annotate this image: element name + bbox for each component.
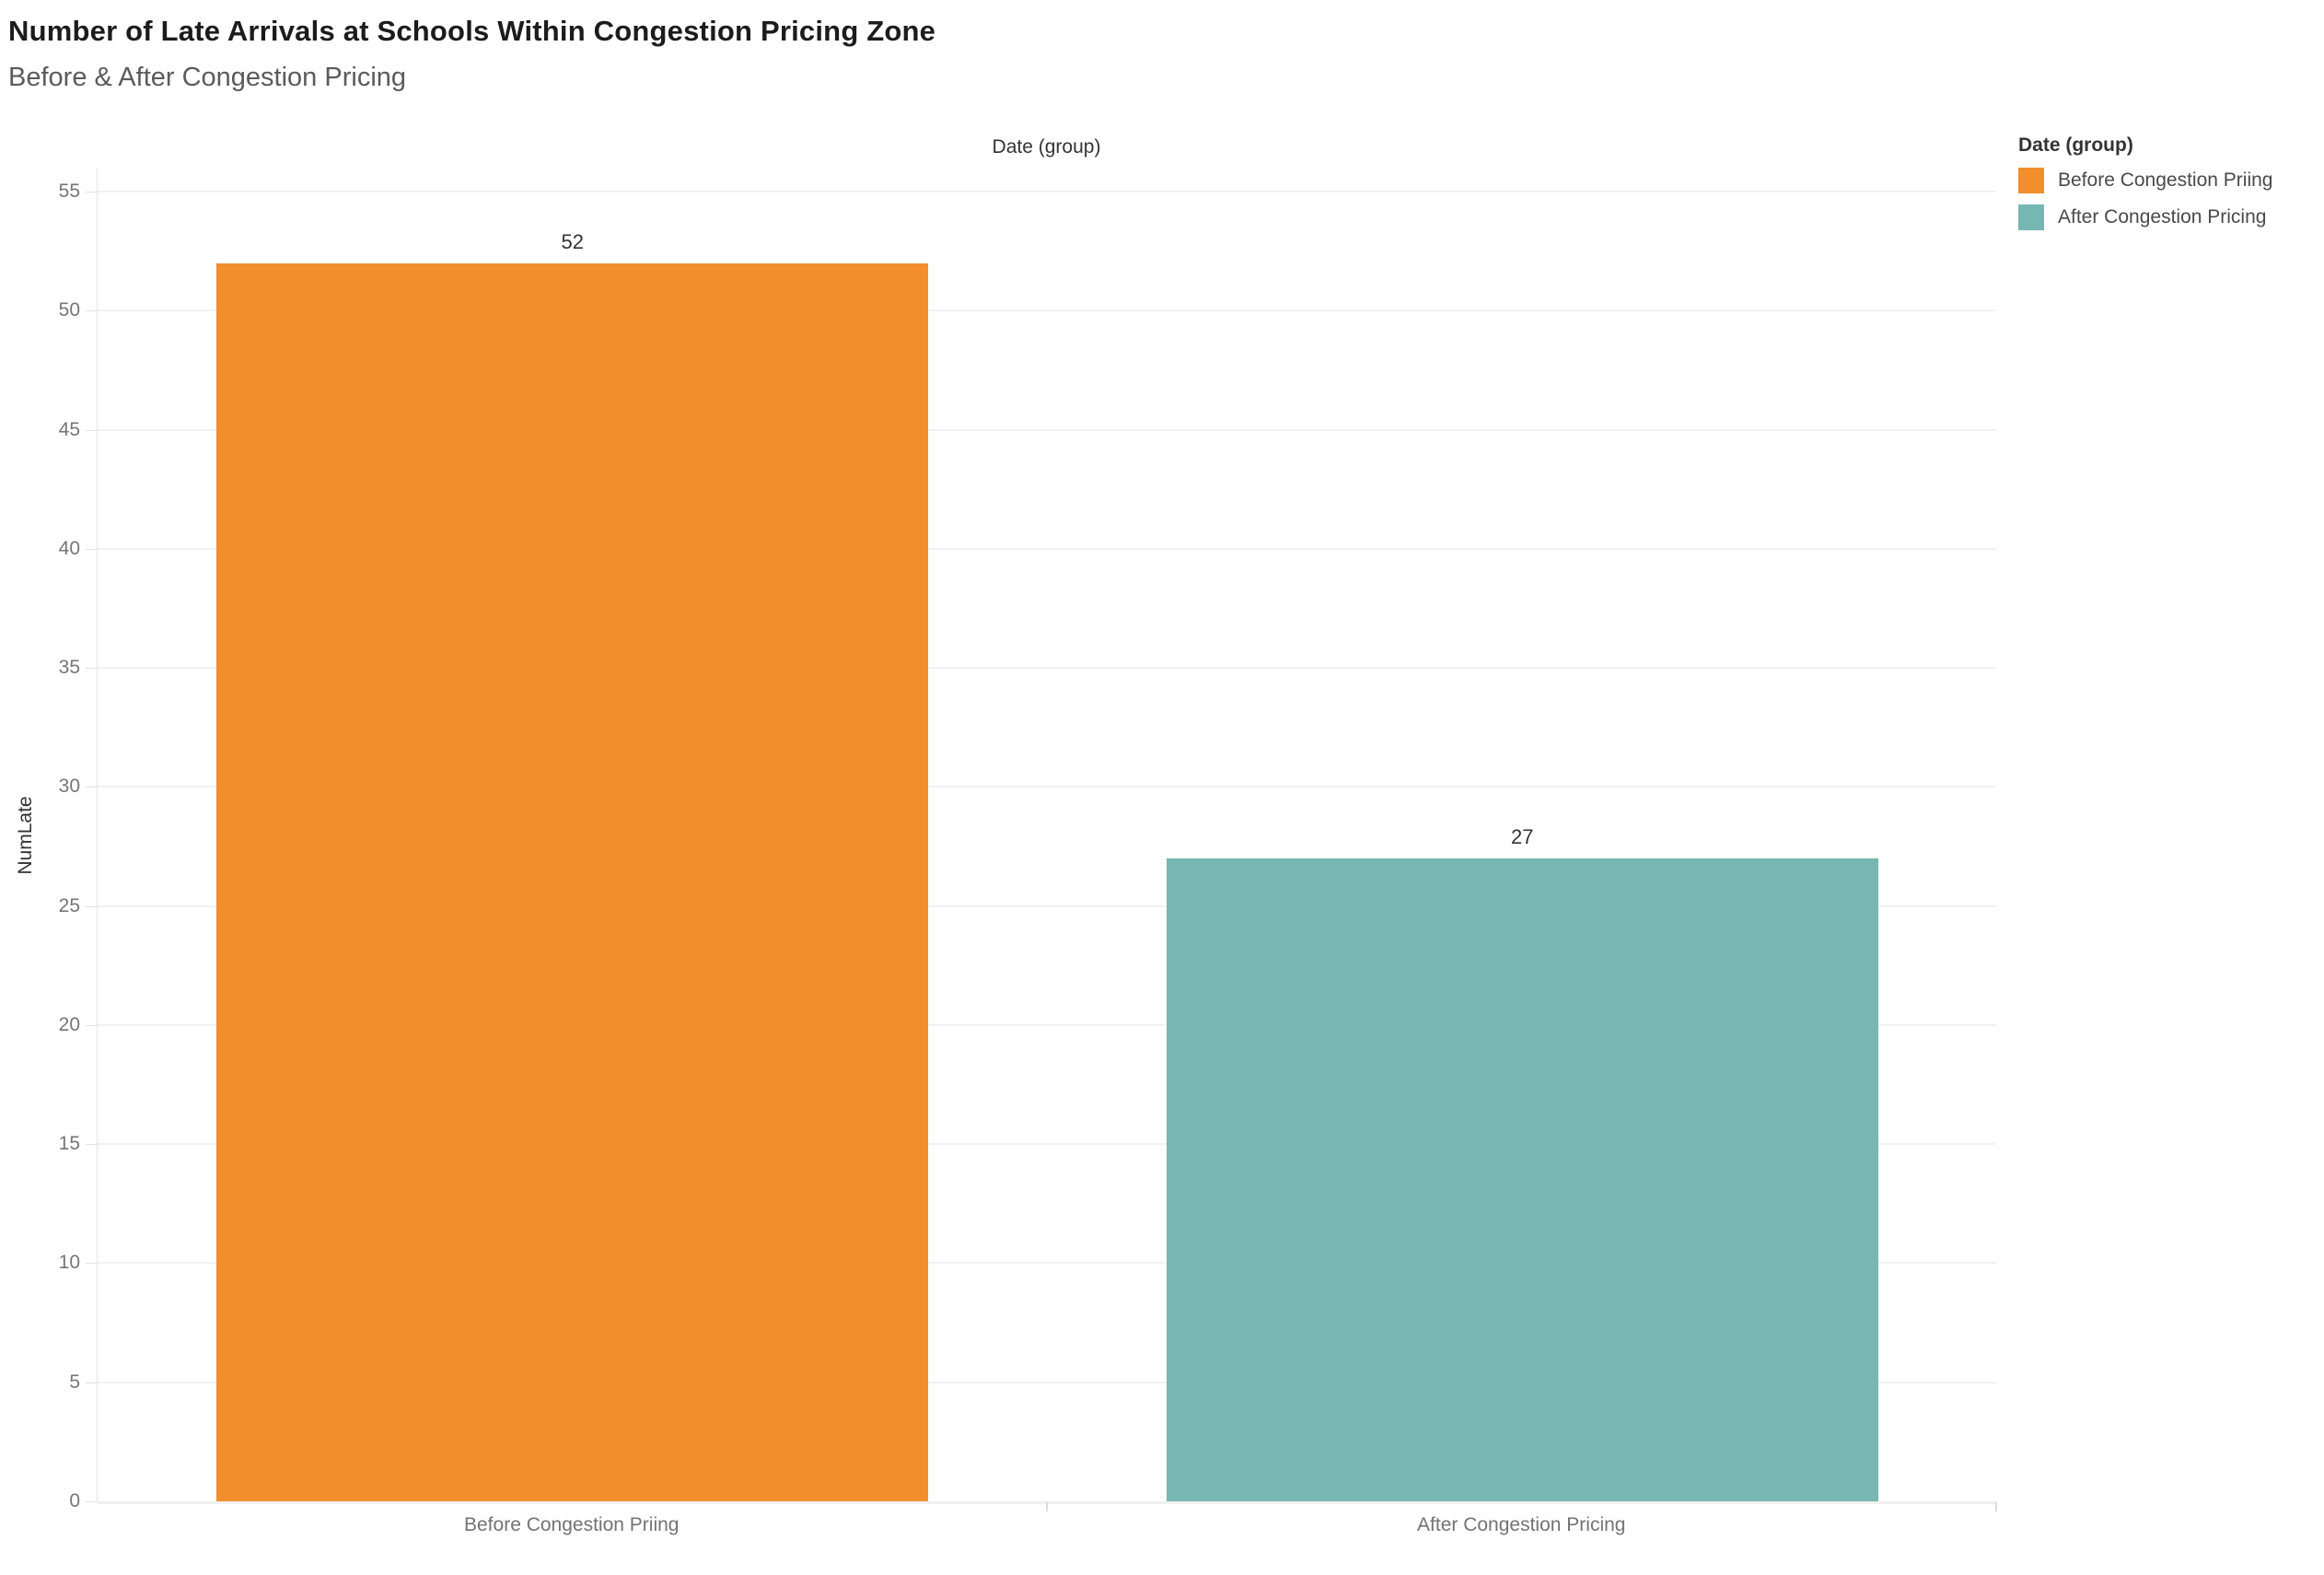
legend-label: Before Congestion Priing xyxy=(2058,169,2273,191)
legend: Date (group) Before Congestion Priing Aft… xyxy=(2018,134,2324,241)
x-axis-boundary-tick xyxy=(1995,1502,1997,1511)
bar-after-congestion-pricing[interactable] xyxy=(1166,858,1878,1501)
y-tick-label-45: 45 xyxy=(58,418,80,440)
y-tick-mark-20 xyxy=(86,1024,97,1026)
legend-items: Before Congestion Priing After Congestion… xyxy=(2018,168,2324,230)
gridline-y-25 xyxy=(98,904,1996,907)
gridline-y-35 xyxy=(98,667,1996,670)
y-tick-label-25: 25 xyxy=(58,894,80,916)
y-tick-label-40: 40 xyxy=(58,537,80,559)
gridline-y-40 xyxy=(98,547,1996,550)
y-tick-mark-15 xyxy=(86,1144,97,1146)
bar-value-label-52: 52 xyxy=(561,229,584,253)
x-category-label-before: Before Congestion Priing xyxy=(464,1514,680,1535)
y-tick-mark-40 xyxy=(86,548,97,550)
y-tick-label-35: 35 xyxy=(58,657,80,679)
y-tick-label-10: 10 xyxy=(58,1252,80,1274)
plot-area: 52 27 xyxy=(97,168,1996,1501)
legend-swatch-orange[interactable] xyxy=(2018,168,2044,193)
x-category-label-after: After Congestion Pricing xyxy=(1417,1514,1626,1535)
gridline-y-5 xyxy=(98,1381,1996,1383)
y-tick-label-20: 20 xyxy=(58,1013,80,1035)
legend-item-after-congestion-pricing[interactable]: After Congestion Pricing xyxy=(2018,204,2324,230)
chart-subtitle: Before & After Congestion Pricing xyxy=(8,63,407,92)
chart-title: Number of Late Arrivals at Schools Withi… xyxy=(8,15,936,47)
y-tick-label-50: 50 xyxy=(58,299,80,321)
y-tick-mark-5 xyxy=(86,1382,97,1383)
x-axis-boundary-tick xyxy=(1045,1502,1048,1511)
gridline-y-15 xyxy=(98,1143,1996,1146)
y-tick-mark-45 xyxy=(86,429,97,431)
y-tick-label-0: 0 xyxy=(69,1490,80,1511)
legend-label: After Congestion Pricing xyxy=(2058,206,2267,228)
legend-title: Date (group) xyxy=(2018,134,2133,156)
y-tick-mark-50 xyxy=(86,310,97,312)
y-tick-mark-30 xyxy=(86,787,97,788)
gridline-y-55 xyxy=(98,191,1996,192)
y-tick-mark-25 xyxy=(86,905,97,907)
y-tick-label-30: 30 xyxy=(58,776,80,798)
column-header-date-group: Date (group) xyxy=(992,136,1101,158)
bar-value-label-27: 27 xyxy=(1511,824,1534,848)
y-tick-label-15: 15 xyxy=(58,1133,80,1155)
legend-swatch-teal[interactable] xyxy=(2018,204,2044,230)
y-tick-mark-0 xyxy=(86,1501,97,1502)
gridline-y-10 xyxy=(98,1262,1996,1265)
gridline-y-50 xyxy=(98,309,1996,312)
y-tick-mark-10 xyxy=(86,1263,97,1265)
y-tick-mark-35 xyxy=(86,668,97,670)
y-tick-label-55: 55 xyxy=(58,181,80,202)
gridline-y-45 xyxy=(98,428,1996,431)
gridline-y-20 xyxy=(98,1023,1996,1026)
legend-item-before-congestion-pricing[interactable]: Before Congestion Priing xyxy=(2018,168,2324,193)
gridline-y-30 xyxy=(98,786,1996,788)
y-tick-label-5: 5 xyxy=(69,1371,80,1393)
bar-before-congestion-pricing[interactable] xyxy=(216,262,929,1501)
